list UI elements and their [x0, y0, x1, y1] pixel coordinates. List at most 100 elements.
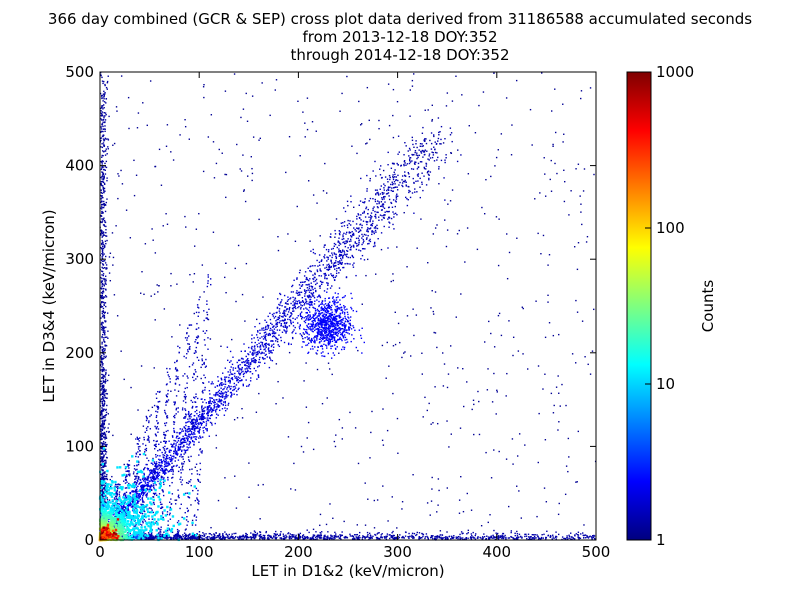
count-cell	[265, 531, 267, 534]
count-cell	[521, 306, 524, 308]
count-cell	[332, 517, 334, 520]
count-cell	[100, 302, 103, 304]
count-cell	[561, 383, 563, 386]
count-cell	[567, 437, 570, 440]
count-cell	[101, 477, 103, 479]
count-cell	[250, 538, 252, 540]
count-cell	[102, 322, 104, 324]
count-cell	[242, 373, 245, 376]
count-cell	[343, 232, 345, 235]
count-cell	[378, 538, 380, 540]
count-cell	[100, 464, 103, 466]
count-cell	[102, 423, 105, 425]
count-cell	[100, 485, 103, 487]
count-cell	[319, 531, 321, 534]
count-cell	[223, 378, 226, 381]
count-cell	[168, 462, 170, 465]
count-cell	[342, 255, 344, 257]
count-cell	[224, 538, 226, 540]
count-cell	[100, 436, 103, 438]
count-cell	[403, 537, 406, 539]
count-cell	[353, 538, 355, 540]
count-cell	[100, 389, 102, 391]
count-cell	[351, 230, 353, 233]
count-cell	[557, 533, 560, 536]
count-cell	[251, 373, 254, 375]
count-cell	[155, 478, 157, 481]
count-cell	[414, 191, 416, 193]
count-cell	[230, 396, 232, 398]
count-cell	[506, 372, 508, 375]
count-cell	[221, 395, 224, 397]
count-cell	[104, 210, 107, 213]
count-cell	[506, 233, 508, 235]
count-cell	[370, 223, 373, 226]
count-cell	[201, 264, 204, 266]
count-cell	[249, 365, 251, 367]
count-cell	[349, 324, 352, 327]
count-cell	[374, 225, 377, 228]
count-cell	[424, 109, 426, 111]
count-cell	[101, 392, 103, 395]
count-cell	[306, 437, 308, 439]
count-cell	[338, 237, 340, 239]
count-cell	[201, 413, 203, 416]
count-cell	[388, 189, 390, 191]
count-cell	[144, 454, 147, 456]
count-cell	[201, 412, 204, 415]
count-cell	[543, 533, 545, 536]
count-cell	[238, 536, 241, 539]
count-cell	[452, 536, 454, 539]
count-cell	[331, 254, 334, 256]
count-cell	[494, 165, 496, 167]
count-cell	[512, 354, 514, 357]
count-cell	[303, 281, 305, 283]
count-cell	[497, 264, 500, 267]
count-cell	[179, 455, 181, 458]
count-cell	[198, 212, 200, 215]
count-cell	[213, 538, 215, 540]
count-cell	[115, 106, 118, 108]
count-cell	[99, 220, 102, 223]
count-cell	[105, 430, 108, 433]
count-cell	[338, 261, 340, 263]
count-cell	[293, 306, 295, 309]
count-cell	[308, 301, 311, 303]
count-cell	[153, 538, 155, 540]
count-cell	[367, 227, 369, 229]
count-cell	[243, 189, 245, 191]
count-cell	[190, 438, 192, 440]
count-cell	[467, 537, 469, 539]
count-cell	[153, 293, 156, 295]
count-cell	[227, 535, 229, 538]
count-cell	[369, 177, 371, 180]
count-cell	[325, 192, 328, 194]
count-cell	[442, 385, 445, 387]
count-cell	[460, 531, 463, 533]
count-cell	[276, 325, 278, 327]
count-cell	[393, 181, 396, 183]
count-cell	[545, 538, 547, 540]
count-cell	[236, 379, 238, 382]
count-cell	[435, 538, 437, 541]
count-cell	[370, 535, 372, 537]
count-cell	[583, 524, 585, 526]
count-cell	[271, 329, 273, 331]
count-cell	[224, 536, 227, 539]
count-cell	[388, 198, 391, 201]
count-cell	[201, 537, 203, 539]
count-cell	[340, 534, 342, 536]
count-cell	[258, 392, 260, 395]
count-cell	[156, 476, 159, 479]
count-cell	[245, 360, 247, 362]
count-cell	[103, 112, 105, 114]
count-cell	[558, 421, 560, 423]
count-cell	[103, 389, 105, 392]
count-cell	[189, 273, 191, 276]
count-cell	[103, 419, 106, 422]
count-cell	[508, 505, 510, 508]
count-cell	[105, 229, 107, 231]
count-cell	[427, 538, 430, 540]
count-cell	[276, 321, 279, 324]
count-cell	[338, 244, 340, 247]
